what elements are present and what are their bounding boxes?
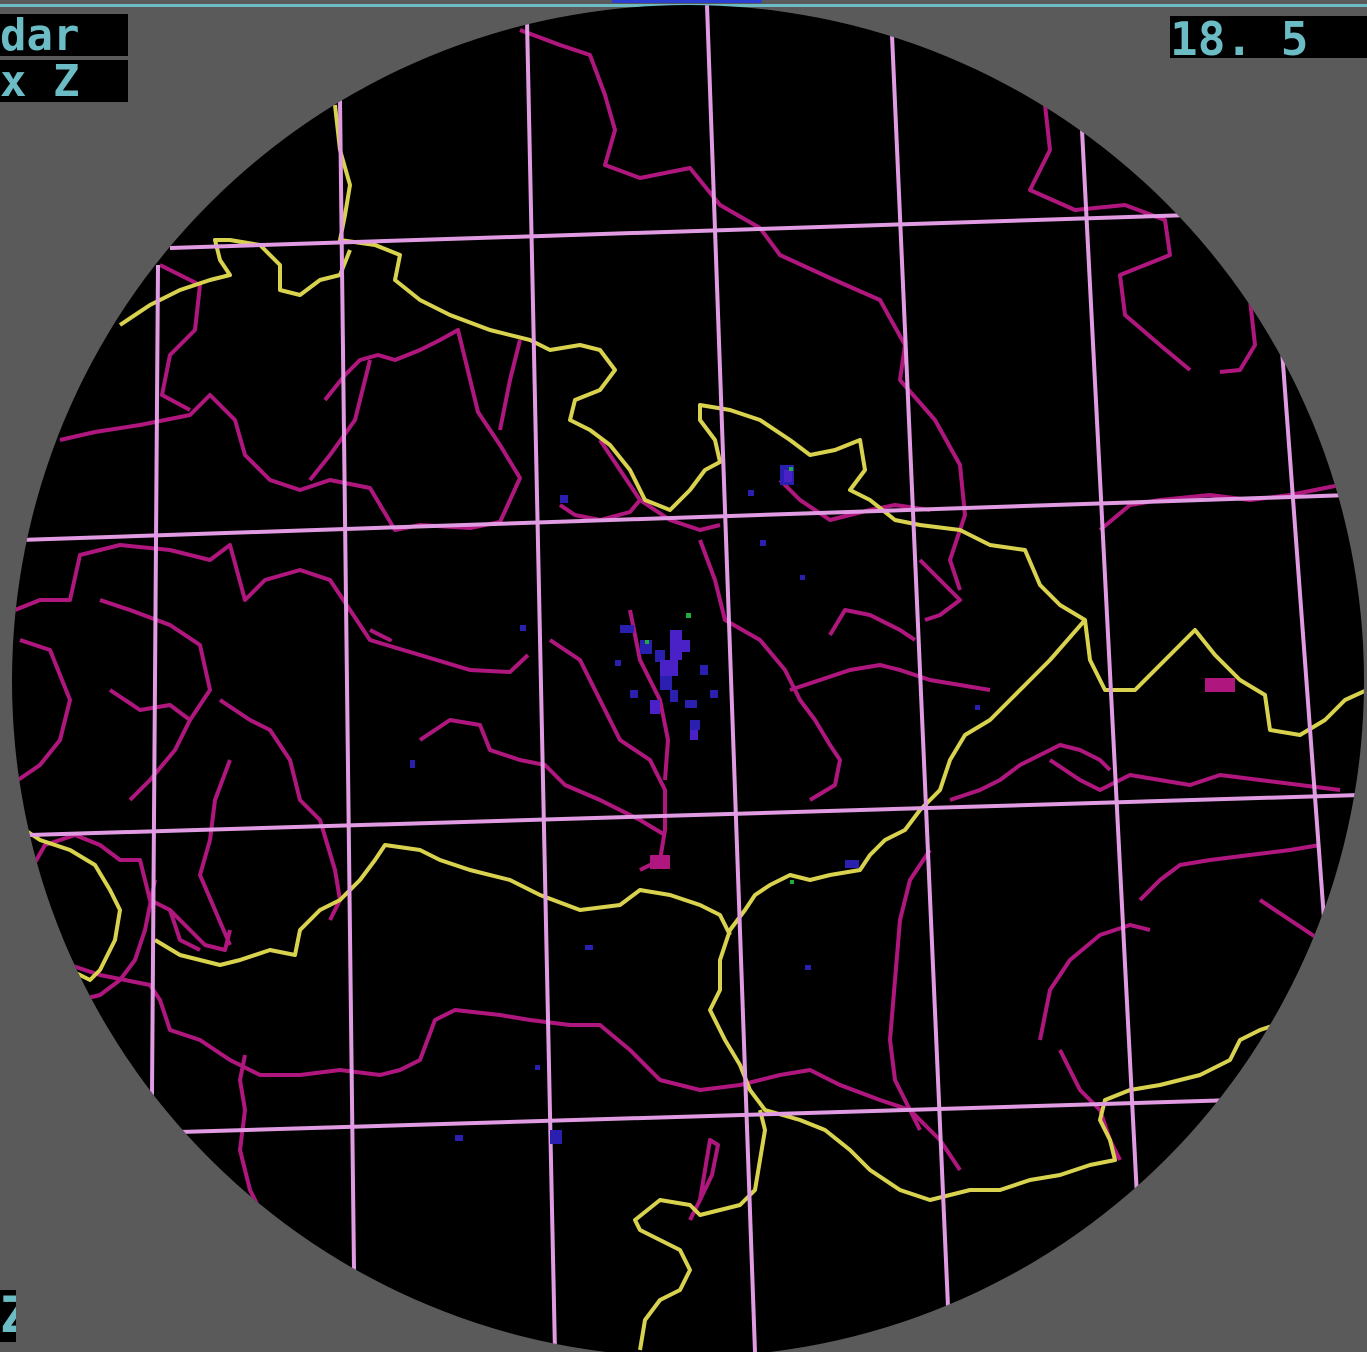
time-label: 18. 5 — [1170, 16, 1367, 58]
top-status-marker — [612, 0, 762, 3]
precipitation-echo-icon — [410, 465, 1235, 1144]
radar-scope-disc — [12, 5, 1364, 1352]
product-label: dar — [0, 14, 128, 56]
corner-label: Z — [0, 1290, 16, 1342]
map-layers — [14, 5, 1364, 1352]
parameter-label: x Z — [0, 60, 128, 102]
